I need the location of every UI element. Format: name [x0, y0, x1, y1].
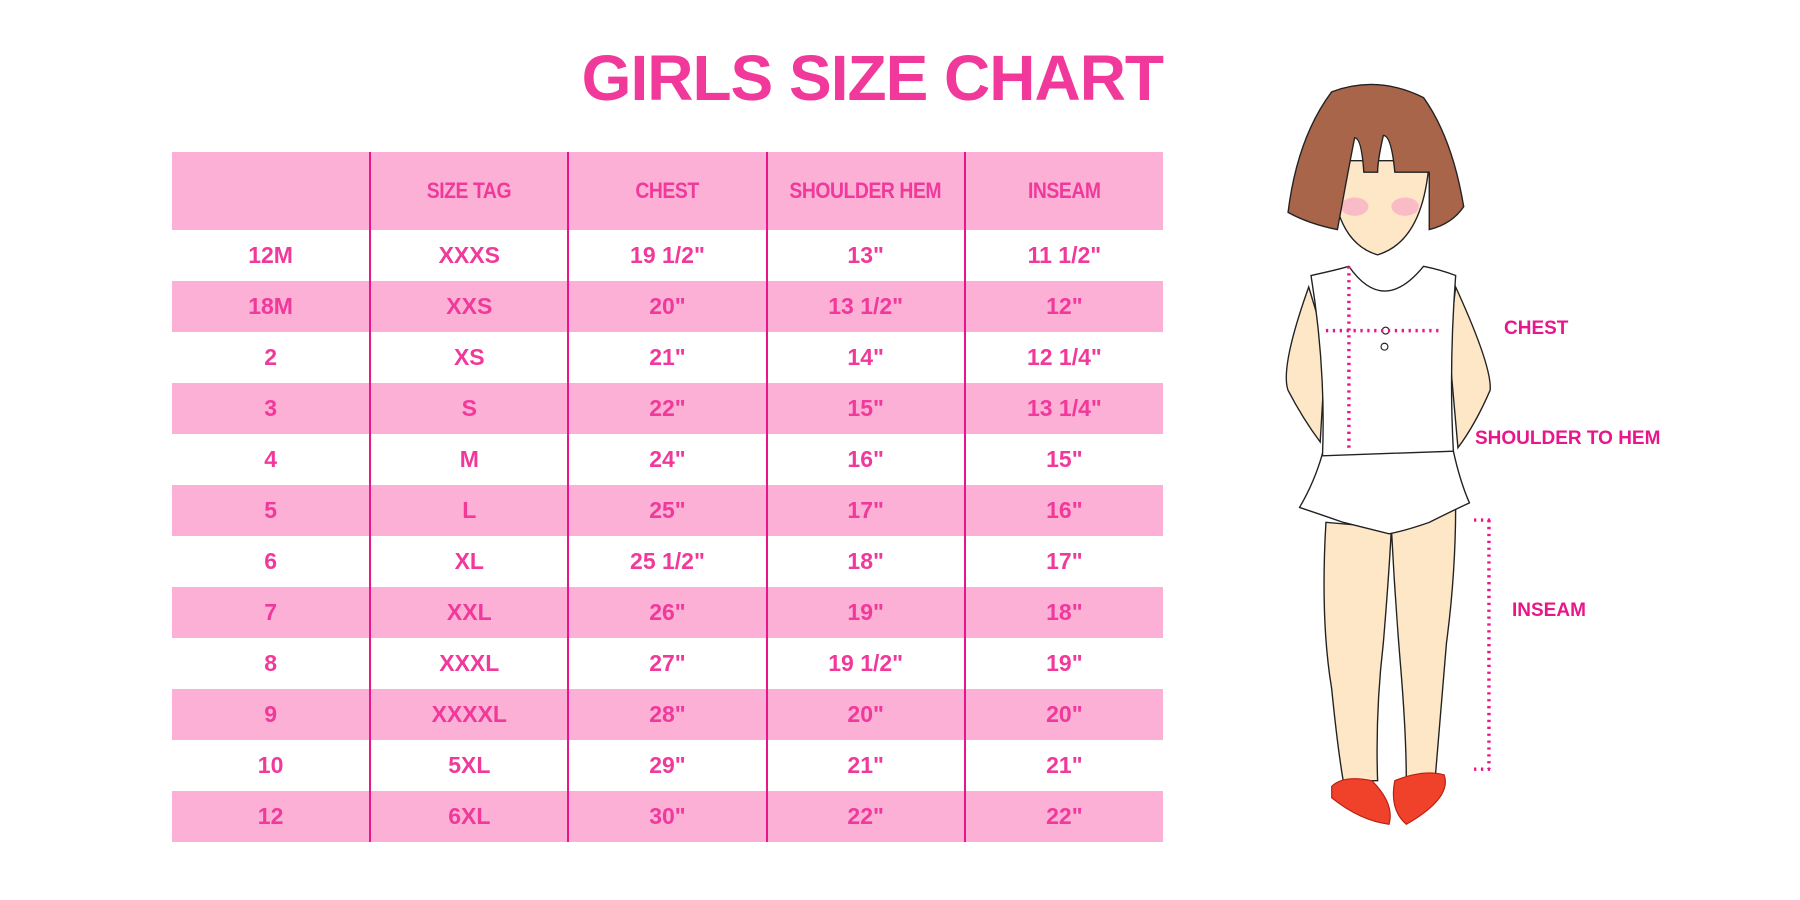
size-chart-table: SIZE TAG CHEST SHOULDER HEM INSEAM 12M XX… [172, 152, 1163, 842]
cell-chest: 28" [567, 689, 767, 740]
cell-chest: 20" [567, 281, 767, 332]
cell-size-tag: 5XL [369, 740, 569, 791]
shoes [1331, 772, 1446, 825]
cell-size-tag: XXXXL [369, 689, 569, 740]
hair [1287, 83, 1465, 231]
cell-shoulder-hem: 13 1/2" [765, 281, 965, 332]
cell-size: 4 [264, 446, 277, 472]
table-row: 2 XS 21" 14" 12 1/4" [172, 332, 1163, 383]
cell-size-tag: S [369, 383, 569, 434]
chest-label: CHEST [1504, 318, 1569, 339]
shoulder-to-hem-label: SHOULDER TO HEM [1475, 428, 1661, 449]
inseam-label: INSEAM [1512, 600, 1586, 621]
cell-shoulder-hem: 22" [765, 791, 965, 842]
header-size-tag-label: SIZE TAG [427, 178, 512, 203]
table-header-row: SIZE TAG CHEST SHOULDER HEM INSEAM [172, 152, 1163, 230]
cell-size: 6 [264, 548, 277, 574]
cell-shoulder-hem: 14" [765, 332, 965, 383]
table-row: 6 XL 25 1/2" 18" 17" [172, 536, 1163, 587]
cell-chest: 30" [567, 791, 767, 842]
header-chest: CHEST [567, 152, 767, 230]
cell-size-tag: L [369, 485, 569, 536]
cell-chest: 21" [567, 332, 767, 383]
face [1330, 160, 1430, 256]
cell-inseam: 16" [963, 485, 1163, 536]
cell-size: 18M [172, 281, 371, 332]
cell-inseam: 17" [963, 536, 1163, 587]
table-row: 3 S 22" 15" 13 1/4" [172, 383, 1163, 434]
cell-shoulder-hem: 19" [765, 587, 965, 638]
cell-chest: 26" [567, 587, 767, 638]
table-row: 9 XXXXL 28" 20" 20" [172, 689, 1163, 740]
table-row: 12 6XL 30" 22" 22" [172, 791, 1163, 842]
cell-chest: 25 1/2" [567, 536, 767, 587]
cell-chest: 19 1/2" [567, 230, 767, 281]
cell-size: 8 [264, 650, 277, 676]
cell-inseam: 20" [963, 689, 1163, 740]
cell-size-tag: XL [369, 536, 569, 587]
cell-size: 12 [172, 791, 371, 842]
cell-inseam: 12 1/4" [963, 332, 1163, 383]
cell-inseam: 19" [963, 638, 1163, 689]
cell-size: 9 [172, 689, 371, 740]
shirt [1310, 265, 1457, 457]
cell-size-tag: XXXL [369, 638, 569, 689]
cell-size-tag: 6XL [369, 791, 569, 842]
cell-size-tag: XXS [369, 281, 569, 332]
cell-inseam: 13 1/4" [963, 383, 1163, 434]
arms [1285, 284, 1491, 450]
cell-chest: 25" [567, 485, 767, 536]
cell-inseam: 21" [963, 740, 1163, 791]
cell-chest: 22" [567, 383, 767, 434]
cell-shoulder-hem: 13" [765, 230, 965, 281]
cell-size-tag: XXL [369, 587, 569, 638]
page-title: GIRLS SIZE CHART [581, 42, 1164, 114]
cell-size: 5 [172, 485, 371, 536]
cell-size: 12M [248, 242, 293, 268]
cell-shoulder-hem: 19 1/2" [765, 638, 965, 689]
header-chest-label: CHEST [635, 178, 700, 203]
header-shoulder-hem-label: SHOULDER HEM [789, 178, 942, 203]
cell-inseam: 11 1/2" [963, 230, 1163, 281]
cell-size-tag: XXXS [369, 230, 569, 281]
cell-size: 2 [264, 344, 277, 370]
table-row: 12M XXXS 19 1/2" 13" 11 1/2" [172, 230, 1163, 281]
bloomers [1298, 450, 1471, 535]
cell-inseam: 18" [963, 587, 1163, 638]
table-row: 5 L 25" 17" 16" [172, 485, 1163, 536]
header-size-tag: SIZE TAG [369, 152, 569, 230]
cell-inseam: 22" [963, 791, 1163, 842]
cell-shoulder-hem: 15" [765, 383, 965, 434]
cell-inseam: 12" [963, 281, 1163, 332]
cell-size: 10 [257, 752, 284, 778]
cell-shoulder-hem: 20" [765, 689, 965, 740]
cell-shoulder-hem: 18" [765, 536, 965, 587]
table-row: 18M XXS 20" 13 1/2" 12" [172, 281, 1163, 332]
table-row: 8 XXXL 27" 19 1/2" 19" [172, 638, 1163, 689]
cell-size-tag: M [369, 434, 569, 485]
cell-shoulder-hem: 17" [765, 485, 965, 536]
header-inseam-label: INSEAM [1028, 178, 1101, 203]
cell-chest: 29" [567, 740, 767, 791]
header-inseam: INSEAM [963, 152, 1163, 230]
cell-chest: 27" [567, 638, 767, 689]
cell-inseam: 15" [963, 434, 1163, 485]
header-shoulder-hem: SHOULDER HEM [765, 152, 965, 230]
cell-shoulder-hem: 21" [765, 740, 965, 791]
table-row: 7 XXL 26" 19" 18" [172, 587, 1163, 638]
cell-size: 3 [172, 383, 371, 434]
cell-shoulder-hem: 16" [765, 434, 965, 485]
table-row: 4 M 24" 16" 15" [172, 434, 1163, 485]
cell-size-tag: XS [369, 332, 569, 383]
cell-size: 7 [172, 587, 371, 638]
header-size [172, 152, 371, 230]
table-row: 10 5XL 29" 21" 21" [172, 740, 1163, 791]
legs [1323, 504, 1457, 782]
cell-chest: 24" [567, 434, 767, 485]
